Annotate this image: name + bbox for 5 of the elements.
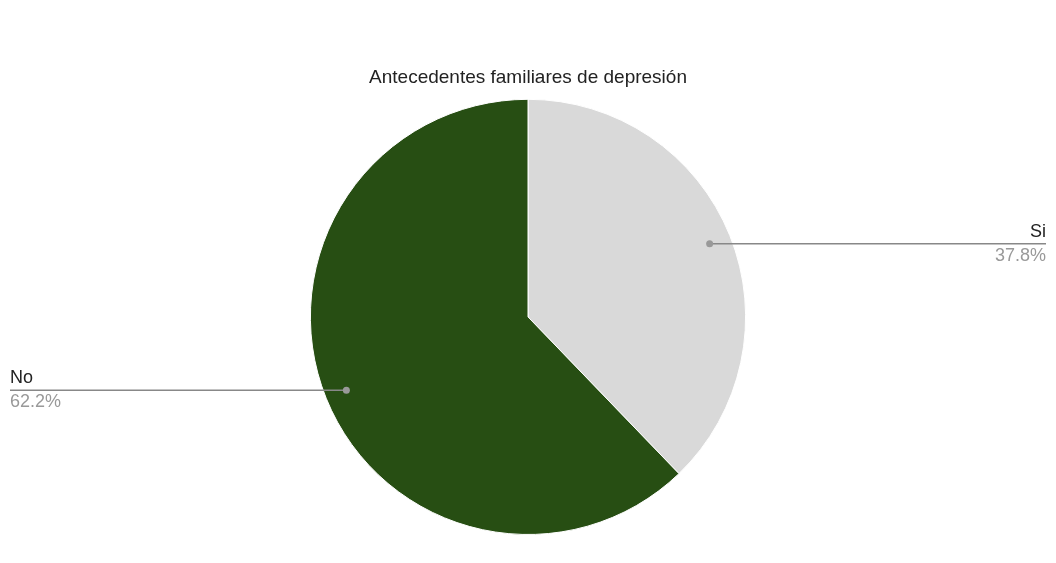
- data-label: 37.8%: [994, 244, 1046, 265]
- slice-label: Si: [1029, 220, 1046, 241]
- chart-title: Antecedentes familiares de depresión: [369, 65, 687, 87]
- slice-label: No: [10, 367, 34, 388]
- data-label: 62.2%: [10, 391, 62, 412]
